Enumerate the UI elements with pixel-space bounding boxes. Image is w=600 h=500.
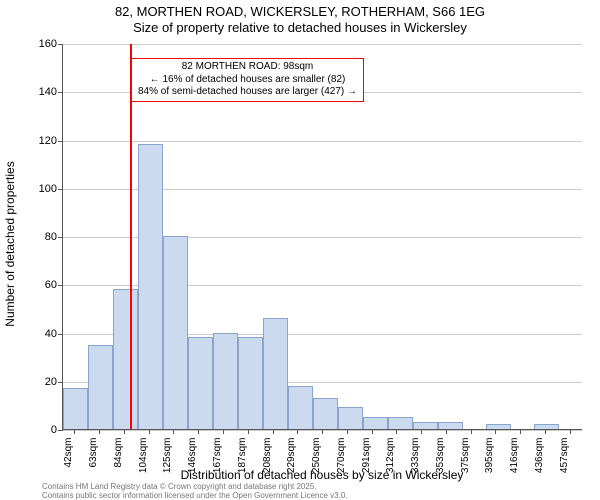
histogram-bar [388, 417, 413, 429]
y-tick-label: 40 [45, 328, 63, 340]
x-tick-mark [173, 429, 174, 434]
x-tick-mark [248, 429, 249, 434]
chart-title-line2: Size of property relative to detached ho… [0, 20, 600, 36]
histogram-bar [363, 417, 388, 429]
histogram-bar [534, 424, 559, 429]
x-tick-mark [198, 429, 199, 434]
x-tick-mark [99, 429, 100, 434]
y-tick-label: 120 [39, 135, 63, 147]
histogram-bar [113, 289, 138, 429]
histogram-bar [63, 388, 88, 429]
y-tick-label: 140 [39, 86, 63, 98]
y-tick-label: 80 [45, 231, 63, 243]
histogram-bar [213, 333, 238, 430]
annotation-box: 82 MORTHEN ROAD: 98sqm ← 16% of detached… [131, 58, 364, 102]
y-tick-label: 160 [39, 38, 63, 50]
x-tick-mark [396, 429, 397, 434]
bars-group [63, 44, 582, 429]
histogram-bar [288, 386, 313, 429]
x-tick-mark [421, 429, 422, 434]
histogram-bar [88, 345, 113, 429]
chart-container: 82, MORTHEN ROAD, WICKERSLEY, ROTHERHAM,… [0, 0, 600, 500]
footer-line-1: Contains HM Land Registry data © Crown c… [42, 482, 348, 491]
plot-area: 020406080100120140160 82 MORTHEN ROAD: 9… [62, 44, 582, 430]
histogram-bar [313, 398, 338, 429]
x-tick-mark [570, 429, 571, 434]
x-tick-mark [520, 429, 521, 434]
histogram-bar [188, 337, 213, 429]
x-tick-mark [347, 429, 348, 434]
x-tick-mark [74, 429, 75, 434]
y-tick-label: 60 [45, 279, 63, 291]
y-axis-label: Number of detached properties [3, 161, 17, 326]
histogram-bar [238, 337, 263, 429]
x-tick-mark [297, 429, 298, 434]
y-tick-label: 20 [45, 376, 63, 388]
y-tick-label: 100 [39, 183, 63, 195]
histogram-bar [263, 318, 288, 429]
x-tick-mark [545, 429, 546, 434]
x-tick-mark [495, 429, 496, 434]
annotation-line-2: ← 16% of detached houses are smaller (82… [138, 74, 357, 87]
annotation-line-1: 82 MORTHEN ROAD: 98sqm [138, 61, 357, 74]
x-axis-label: Distribution of detached houses by size … [62, 468, 582, 482]
x-tick-mark [446, 429, 447, 434]
histogram-bar [163, 236, 188, 429]
histogram-bar [486, 424, 511, 429]
x-tick-mark [124, 429, 125, 434]
footer-attribution: Contains HM Land Registry data © Crown c… [42, 482, 348, 500]
histogram-bar [413, 422, 438, 429]
x-tick-mark [322, 429, 323, 434]
histogram-bar [438, 422, 463, 429]
chart-titles: 82, MORTHEN ROAD, WICKERSLEY, ROTHERHAM,… [0, 0, 600, 37]
footer-line-2: Contains public sector information licen… [42, 491, 348, 500]
histogram-bar [338, 407, 363, 429]
x-tick-mark [372, 429, 373, 434]
x-tick-mark [149, 429, 150, 434]
reference-line [130, 44, 132, 429]
x-tick-mark [471, 429, 472, 434]
x-tick-mark [223, 429, 224, 434]
histogram-bar [138, 144, 163, 429]
annotation-line-3: 84% of semi-detached houses are larger (… [138, 86, 357, 99]
chart-title-line1: 82, MORTHEN ROAD, WICKERSLEY, ROTHERHAM,… [0, 4, 600, 20]
x-tick-mark [273, 429, 274, 434]
